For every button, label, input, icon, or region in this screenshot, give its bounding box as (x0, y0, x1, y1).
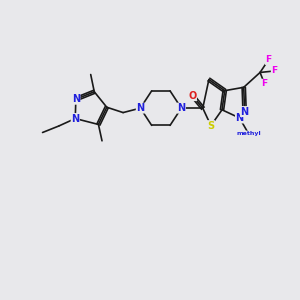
Text: N: N (177, 103, 185, 113)
Text: F: F (262, 79, 268, 88)
Text: N: N (236, 113, 244, 123)
Text: N: N (72, 94, 80, 104)
Text: F: F (271, 67, 278, 76)
Text: methyl: methyl (236, 131, 261, 136)
Text: N: N (71, 113, 79, 124)
Text: N: N (241, 106, 249, 117)
Text: O: O (188, 91, 196, 100)
Text: N: N (136, 103, 144, 113)
Text: S: S (207, 121, 214, 130)
Text: F: F (265, 56, 272, 64)
